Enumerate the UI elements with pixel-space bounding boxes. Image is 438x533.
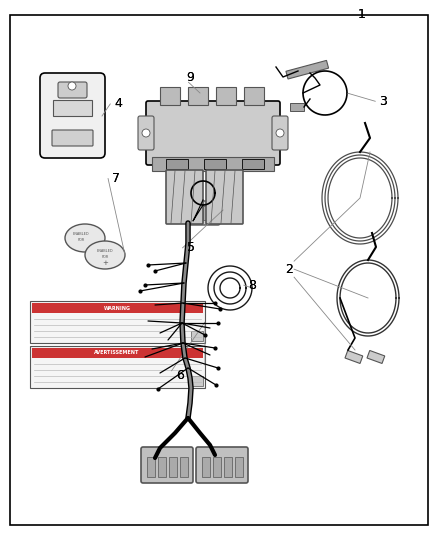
Bar <box>211 206 216 220</box>
Bar <box>213 457 221 477</box>
Bar <box>216 87 236 105</box>
Bar <box>147 457 155 477</box>
Text: 8: 8 <box>248 279 256 292</box>
Text: 1: 1 <box>357 9 365 21</box>
Bar <box>203 206 208 220</box>
Text: ENABLED: ENABLED <box>97 249 113 253</box>
Text: ENABLED: ENABLED <box>73 232 89 236</box>
Bar <box>244 87 264 105</box>
Bar <box>166 159 188 169</box>
FancyBboxPatch shape <box>188 201 220 225</box>
Circle shape <box>276 129 284 137</box>
Text: 3: 3 <box>379 95 387 108</box>
Text: 2: 2 <box>285 263 293 276</box>
Bar <box>53 100 92 116</box>
Circle shape <box>68 82 76 90</box>
Text: 4: 4 <box>114 98 122 110</box>
Bar <box>235 457 243 477</box>
FancyBboxPatch shape <box>166 170 203 224</box>
Bar <box>180 457 188 477</box>
FancyBboxPatch shape <box>40 73 105 158</box>
Bar <box>191 331 203 341</box>
Text: 8: 8 <box>248 279 256 292</box>
Text: 3: 3 <box>379 95 387 108</box>
Bar <box>367 351 385 364</box>
Ellipse shape <box>85 241 125 269</box>
Bar <box>242 159 264 169</box>
FancyBboxPatch shape <box>272 116 288 150</box>
FancyBboxPatch shape <box>206 170 243 224</box>
Text: 5: 5 <box>187 241 194 254</box>
FancyBboxPatch shape <box>138 116 154 150</box>
Text: 4: 4 <box>114 98 122 110</box>
Text: 9: 9 <box>187 71 194 84</box>
Text: +: + <box>102 260 108 266</box>
Bar <box>160 87 180 105</box>
FancyBboxPatch shape <box>196 447 248 483</box>
Text: 7: 7 <box>112 172 120 185</box>
Bar <box>204 159 226 169</box>
Bar <box>32 348 203 358</box>
Bar <box>202 457 210 477</box>
Bar <box>224 457 232 477</box>
Bar <box>169 457 177 477</box>
Bar <box>286 60 328 79</box>
Text: FOR: FOR <box>78 238 85 242</box>
Text: 7: 7 <box>112 172 120 185</box>
Text: WARNING: WARNING <box>103 305 131 311</box>
FancyBboxPatch shape <box>146 101 280 165</box>
Bar <box>290 103 304 111</box>
Text: 6: 6 <box>176 369 184 382</box>
Bar <box>30 301 205 343</box>
Bar <box>158 457 166 477</box>
Bar <box>152 157 274 171</box>
Bar <box>191 376 203 386</box>
FancyBboxPatch shape <box>141 447 193 483</box>
Text: 2: 2 <box>285 263 293 276</box>
Text: 9: 9 <box>187 71 194 84</box>
FancyBboxPatch shape <box>52 130 93 146</box>
Text: AVERTISSEMENT: AVERTISSEMENT <box>94 351 140 356</box>
Text: 1: 1 <box>357 9 365 21</box>
FancyBboxPatch shape <box>58 82 87 98</box>
Circle shape <box>142 129 150 137</box>
Text: 6: 6 <box>176 369 184 382</box>
Bar <box>188 87 208 105</box>
Ellipse shape <box>65 224 105 252</box>
Bar <box>345 351 363 364</box>
Bar <box>32 303 203 313</box>
Text: 5: 5 <box>187 241 194 254</box>
Bar <box>30 346 205 388</box>
Text: FOR: FOR <box>101 255 109 259</box>
Bar <box>195 206 200 220</box>
